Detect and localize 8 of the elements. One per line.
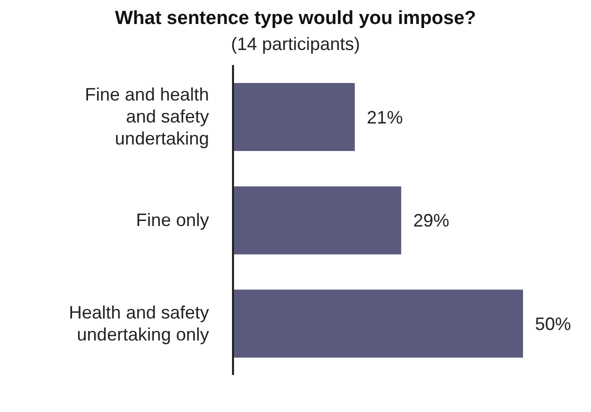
data-label: 29% [413,210,450,231]
chart-subtitle: (14 participants) [230,34,362,55]
y-tick-label: Health and safety undertaking only [68,302,209,344]
data-label: 50% [535,314,572,334]
data-label: 21% [366,107,403,128]
chart-title: What sentence type would you impose? [114,8,478,30]
y-tick-label: Fine only [136,210,209,230]
y-tick-label: Fine and health and safety undertaking [84,84,209,149]
